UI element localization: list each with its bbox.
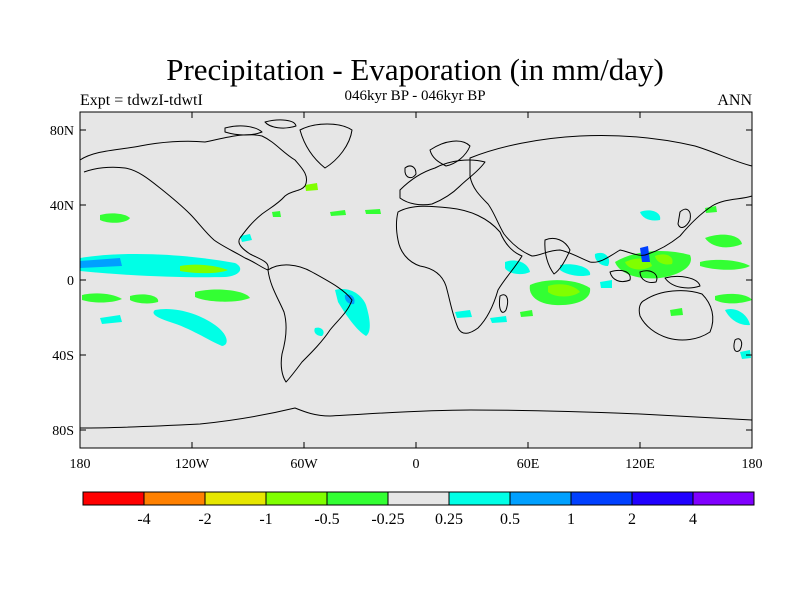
colorbar-box <box>448 491 511 506</box>
lon-tick-label: 60E <box>517 457 540 472</box>
contour-region <box>130 294 159 304</box>
lon-tick-label: 60W <box>290 457 318 472</box>
colorbar-label: -1 <box>259 511 272 528</box>
colorbar-box <box>204 491 267 506</box>
coastline-madagascar <box>499 294 509 313</box>
colorbar-box <box>387 491 450 506</box>
lon-tick-label: 120E <box>625 457 655 472</box>
season-label: ANN <box>717 92 752 109</box>
coastline-india <box>544 237 571 275</box>
contour-region <box>330 210 346 216</box>
coastline-indonesia <box>609 269 631 283</box>
colorbar-label: -4 <box>137 511 150 528</box>
contour-region <box>560 264 591 277</box>
contour-region <box>715 293 752 304</box>
coastlines <box>79 119 753 429</box>
contour-region <box>314 327 324 336</box>
chart-subtitle: 046kyr BP - 046kyr BP <box>344 88 486 104</box>
contour-region <box>670 308 683 316</box>
coastline-australia <box>638 290 714 341</box>
contour-region <box>195 289 250 302</box>
colorbar-box <box>326 491 389 506</box>
colorbar-label: 2 <box>628 511 636 528</box>
contour-region <box>705 234 742 248</box>
lat-tick-label: 0 <box>67 274 74 289</box>
colorbar-label: -0.25 <box>371 511 404 528</box>
colorbar-box <box>143 491 206 506</box>
contour-region <box>365 209 381 214</box>
coastline-africa <box>396 205 523 334</box>
coastline-indonesia <box>639 270 658 283</box>
colorbar-box <box>692 491 755 506</box>
contour-region <box>82 293 122 303</box>
colorbar-label: 0.5 <box>500 511 520 528</box>
coastline-uk <box>404 165 417 179</box>
colorbar-label: -2 <box>198 511 211 528</box>
contour-region <box>272 211 281 217</box>
contour-region <box>520 310 533 317</box>
experiment-label: Expt = tdwzI-tdwtI <box>80 92 203 109</box>
colorbar-label: 4 <box>689 511 697 528</box>
colorbar-box <box>82 491 145 506</box>
colorbar-box <box>631 491 694 506</box>
contour-region <box>600 280 612 288</box>
coastline-europe <box>399 159 486 206</box>
contour-region <box>305 183 318 191</box>
coastline-south-america <box>267 264 353 383</box>
colorbar-box <box>509 491 572 506</box>
coastline-antarctica <box>79 407 753 429</box>
lat-tick-label: 80N <box>50 124 74 139</box>
colorbar-box <box>570 491 633 506</box>
lon-tick-label: 180 <box>742 457 763 472</box>
contour-region <box>615 250 691 279</box>
coastline-new-zealand <box>733 338 743 353</box>
coastline-arctic-islands <box>224 125 263 136</box>
coastline-scandinavia <box>429 140 471 167</box>
colorbar-label: 1 <box>567 511 575 528</box>
coastline-arctic-islands <box>264 119 297 129</box>
map-background <box>80 112 752 448</box>
coastline-new-guinea <box>664 275 701 289</box>
chart-title: Precipitation - Evaporation (in mm/day) <box>166 52 664 87</box>
contour-region <box>655 254 673 265</box>
contour-region <box>455 310 472 318</box>
contour-region <box>594 252 610 266</box>
contour-region <box>100 213 130 223</box>
lat-tick-label: 80S <box>52 424 74 439</box>
colorbar-labels: -4 -2 -1 -0.5 -0.25 0.25 0.5 1 2 4 <box>137 511 697 528</box>
contour-region <box>740 350 751 359</box>
colorbar <box>82 491 755 506</box>
contour-region <box>100 315 122 324</box>
colorbar-label: 0.25 <box>435 511 463 528</box>
contour-region <box>640 210 661 221</box>
colorbar-label: -0.5 <box>314 511 339 528</box>
lon-tick-label: 120W <box>175 457 210 472</box>
coastline-japan <box>677 208 691 228</box>
lat-tick-label: 40N <box>50 199 74 214</box>
contour-region <box>80 258 122 268</box>
contour-region <box>725 308 750 326</box>
contour-region <box>705 206 717 213</box>
contour-region <box>700 259 750 270</box>
coastline-greenland <box>299 123 353 169</box>
contour-region <box>640 246 650 262</box>
coastline-asia <box>469 134 753 263</box>
contour-region <box>240 234 252 242</box>
contour-field <box>80 183 752 359</box>
contour-region <box>153 308 227 346</box>
axis-ticks <box>80 112 752 448</box>
lat-tick-label: 40S <box>52 349 74 364</box>
contour-region <box>335 289 370 336</box>
contour-region <box>490 316 507 323</box>
lon-tick-label: 0 <box>413 457 420 472</box>
lon-tick-label: 180 <box>70 457 91 472</box>
contour-region <box>548 284 580 297</box>
colorbar-box <box>265 491 328 506</box>
contour-region <box>344 294 355 305</box>
contour-region <box>180 264 228 274</box>
